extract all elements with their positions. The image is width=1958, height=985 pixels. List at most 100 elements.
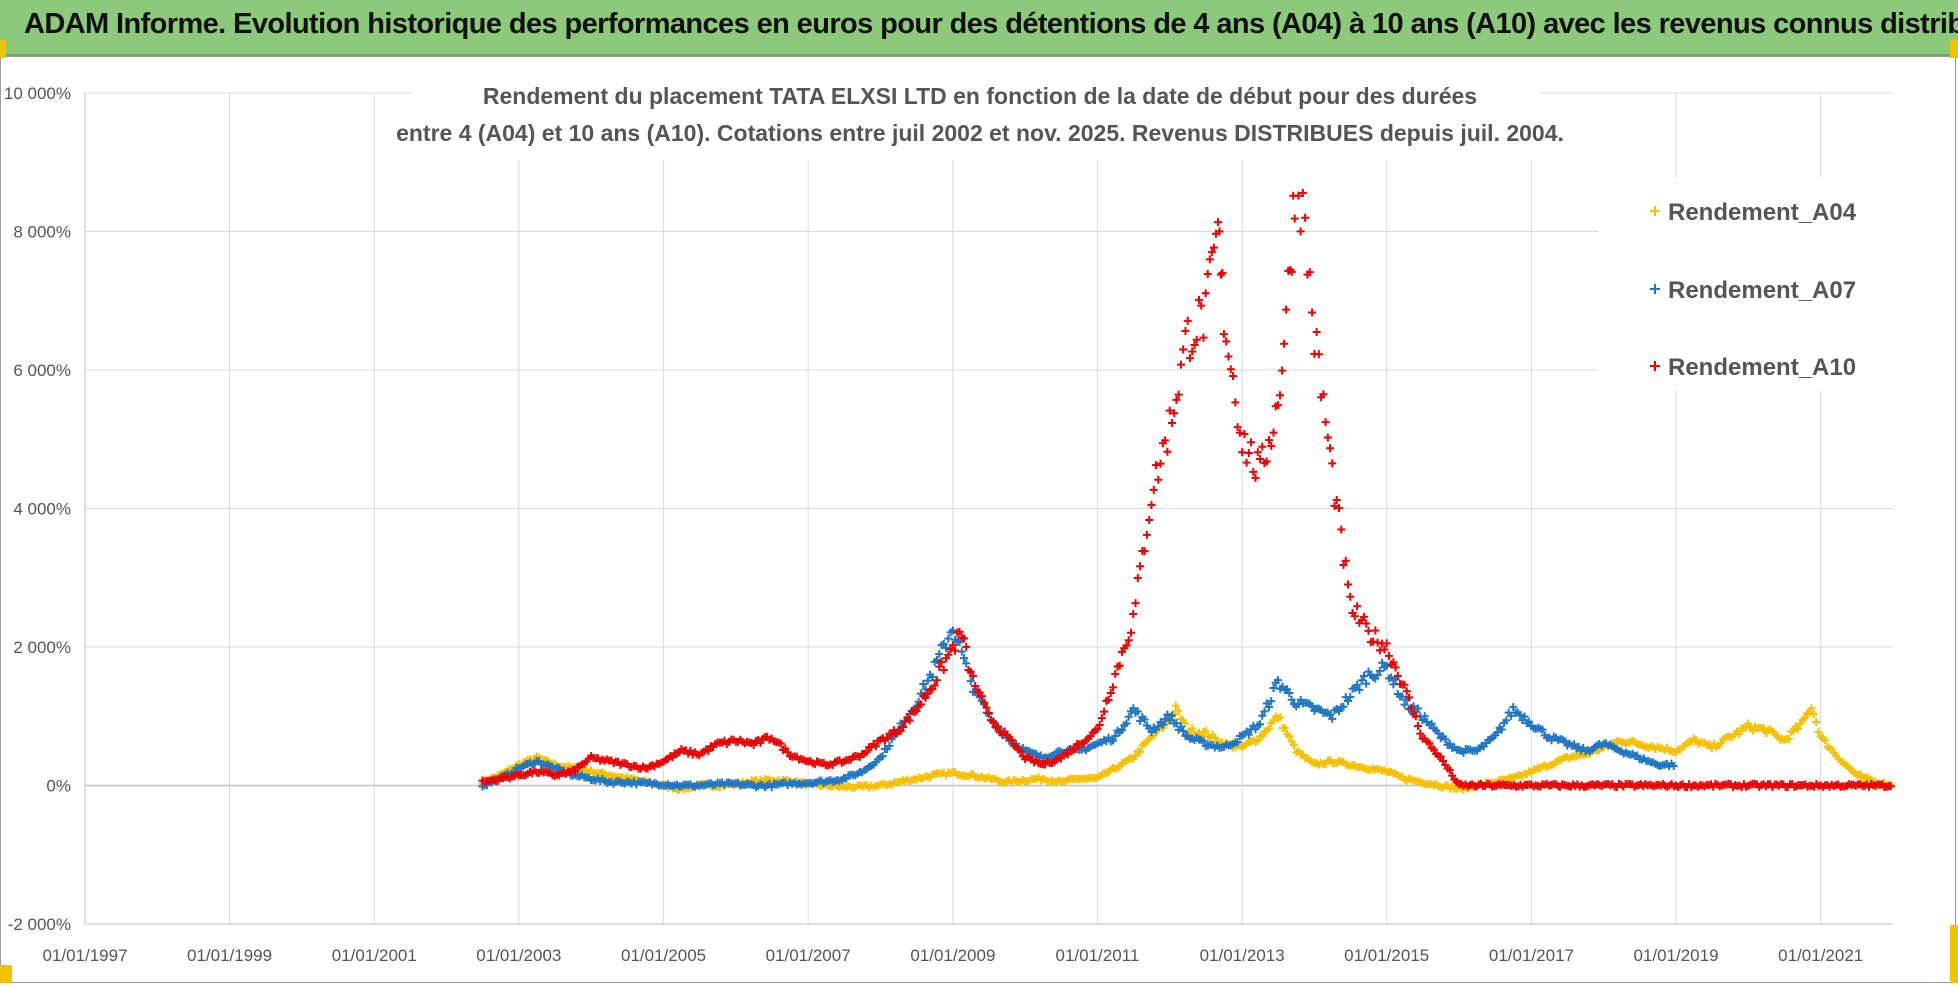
data-point bbox=[1538, 725, 1547, 734]
data-point bbox=[1163, 447, 1172, 456]
data-point bbox=[1425, 739, 1434, 748]
data-point bbox=[1812, 717, 1821, 726]
data-point bbox=[1269, 716, 1278, 725]
data-point bbox=[1448, 771, 1457, 780]
data-point bbox=[1375, 666, 1384, 675]
data-point bbox=[1124, 636, 1133, 645]
data-point bbox=[1561, 737, 1570, 746]
data-point bbox=[1405, 693, 1414, 702]
legend-label: Rendement_A04 bbox=[1668, 199, 1857, 226]
data-point bbox=[1205, 255, 1214, 264]
data-point bbox=[1192, 335, 1201, 344]
data-point bbox=[1194, 295, 1203, 304]
data-point bbox=[1203, 269, 1212, 278]
data-point bbox=[1136, 747, 1145, 756]
data-point bbox=[1821, 736, 1830, 745]
data-point bbox=[1129, 610, 1138, 619]
y-tick-label: 10 000% bbox=[4, 84, 71, 103]
data-point bbox=[1149, 485, 1158, 494]
data-point bbox=[1264, 724, 1273, 733]
data-point bbox=[951, 646, 960, 655]
data-point bbox=[957, 647, 966, 656]
data-point bbox=[1319, 390, 1328, 399]
data-point bbox=[1326, 710, 1335, 719]
data-point bbox=[1748, 726, 1757, 735]
data-point bbox=[1109, 683, 1117, 692]
data-point bbox=[1328, 714, 1337, 723]
data-point bbox=[935, 662, 944, 671]
data-point bbox=[1253, 448, 1262, 457]
data-point bbox=[1161, 715, 1170, 724]
data-point bbox=[1416, 729, 1425, 738]
data-point bbox=[1255, 454, 1264, 463]
data-point bbox=[928, 673, 937, 682]
data-point bbox=[993, 723, 1002, 732]
data-point bbox=[1308, 702, 1317, 711]
chart-frame bbox=[0, 56, 1956, 983]
data-point bbox=[1707, 744, 1716, 753]
data-point bbox=[1016, 747, 1025, 756]
data-point bbox=[1308, 308, 1317, 317]
data-point bbox=[1172, 395, 1181, 404]
data-point bbox=[1393, 671, 1402, 680]
data-point bbox=[1357, 676, 1366, 685]
data-point bbox=[1095, 720, 1104, 729]
data-point bbox=[1231, 398, 1240, 407]
data-point bbox=[1147, 500, 1156, 509]
data-point bbox=[1258, 442, 1267, 451]
data-point bbox=[1362, 679, 1371, 688]
data-point bbox=[960, 654, 969, 663]
data-point bbox=[1400, 700, 1409, 709]
data-point bbox=[1285, 732, 1294, 741]
data-point bbox=[1344, 697, 1353, 706]
data-point bbox=[1301, 213, 1310, 222]
data-point bbox=[1129, 704, 1138, 713]
data-point bbox=[1240, 430, 1249, 439]
data-point bbox=[1516, 710, 1525, 719]
data-point bbox=[1163, 710, 1172, 719]
data-point bbox=[1258, 711, 1267, 720]
data-point bbox=[1172, 719, 1181, 728]
x-tick-label: 01/01/2021 bbox=[1778, 946, 1863, 965]
data-point bbox=[1109, 736, 1117, 745]
data-point bbox=[1407, 703, 1416, 712]
data-point bbox=[1332, 496, 1341, 505]
data-point bbox=[1814, 728, 1823, 737]
data-point bbox=[1380, 645, 1389, 654]
data-point bbox=[1207, 248, 1216, 257]
data-point bbox=[1124, 712, 1133, 721]
data-point bbox=[948, 626, 957, 635]
data-point bbox=[1122, 641, 1131, 650]
data-point bbox=[1197, 301, 1206, 310]
data-point bbox=[1346, 692, 1355, 701]
data-point bbox=[1199, 737, 1208, 746]
data-point bbox=[1314, 350, 1323, 359]
data-point bbox=[1335, 504, 1343, 513]
data-point bbox=[1353, 680, 1362, 689]
data-point bbox=[1100, 707, 1109, 716]
data-point bbox=[966, 667, 975, 676]
data-point bbox=[1339, 561, 1348, 570]
data-point bbox=[1414, 704, 1423, 713]
data-point bbox=[1389, 658, 1398, 667]
data-point bbox=[1140, 715, 1149, 724]
corner-marker-bottom-left bbox=[0, 965, 12, 983]
data-point bbox=[1249, 467, 1258, 476]
data-point bbox=[1070, 744, 1079, 753]
x-tick-label: 01/01/1999 bbox=[187, 946, 272, 965]
data-point bbox=[921, 693, 930, 702]
data-point bbox=[1104, 695, 1113, 704]
data-point bbox=[1181, 719, 1190, 728]
data-point bbox=[1111, 732, 1120, 741]
data-point bbox=[1007, 736, 1016, 745]
data-point bbox=[571, 767, 580, 776]
data-point bbox=[1170, 409, 1179, 418]
data-point bbox=[1127, 628, 1135, 637]
data-point bbox=[1267, 697, 1276, 706]
data-point bbox=[1244, 449, 1253, 458]
data-point bbox=[1247, 438, 1256, 447]
data-point bbox=[1176, 722, 1185, 731]
y-tick-label: 4 000% bbox=[13, 500, 71, 519]
data-point bbox=[1290, 214, 1299, 223]
data-point bbox=[1210, 733, 1219, 742]
